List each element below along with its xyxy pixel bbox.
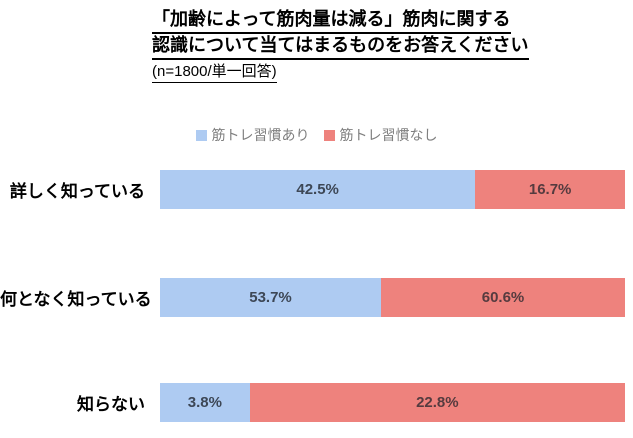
category-label: 詳しく知っている (9, 182, 145, 201)
bar-group: 53.7% 60.6% (160, 278, 625, 317)
value-label: 60.6% (481, 289, 525, 306)
chart-title-line-2: 認識について当てはまるものをお答えください (152, 34, 529, 60)
bar-group: 3.8% 22.8% (160, 383, 625, 422)
bar-segment-habit-yes: 3.8% (160, 383, 250, 422)
bar-segment-habit-yes: 42.5% (160, 170, 476, 209)
bar-segment-habit-no: 16.7% (475, 170, 625, 209)
chart-row-know-somewhat: 何となく知っている 53.7% 60.6% (0, 278, 625, 317)
chart-title: 「加齢によって筋肉量は減る」筋肉に関する 認識について当てはまるものをお答えくだ… (152, 8, 529, 83)
value-label: 53.7% (249, 289, 292, 306)
chart-row-dont-know: 知らない 3.8% 22.8% (0, 383, 625, 422)
bar-segment-habit-yes: 53.7% (160, 278, 382, 317)
value-label: 3.8% (187, 394, 222, 411)
legend-swatch-blue-icon (195, 129, 207, 141)
bar-segment-habit-no: 60.6% (381, 278, 625, 317)
bar-segment-habit-no: 22.8% (249, 383, 625, 422)
sample-size-note: (n=1800/単一回答) (152, 62, 529, 83)
chart-row-know-well: 詳しく知っている 42.5% 16.7% (0, 170, 625, 209)
value-label: 42.5% (296, 181, 339, 198)
legend-item-habit-no: 筋トレ習慣なし (323, 125, 438, 145)
bar-group: 42.5% 16.7% (160, 170, 625, 209)
legend-item-habit-yes: 筋トレ習慣あり (195, 125, 310, 145)
category-label: 知らない (77, 395, 145, 414)
legend-label-habit-no: 筋トレ習慣なし (339, 127, 438, 143)
legend-label-habit-yes: 筋トレ習慣あり (211, 127, 310, 143)
legend: 筋トレ習慣あり 筋トレ習慣なし (0, 125, 633, 145)
value-label: 22.8% (416, 394, 459, 411)
chart-title-line-1: 「加齢によって筋肉量は減る」筋肉に関する (152, 8, 529, 34)
legend-swatch-red-icon (323, 129, 335, 141)
value-label: 16.7% (528, 181, 572, 198)
category-label: 何となく知っている (0, 290, 152, 309)
